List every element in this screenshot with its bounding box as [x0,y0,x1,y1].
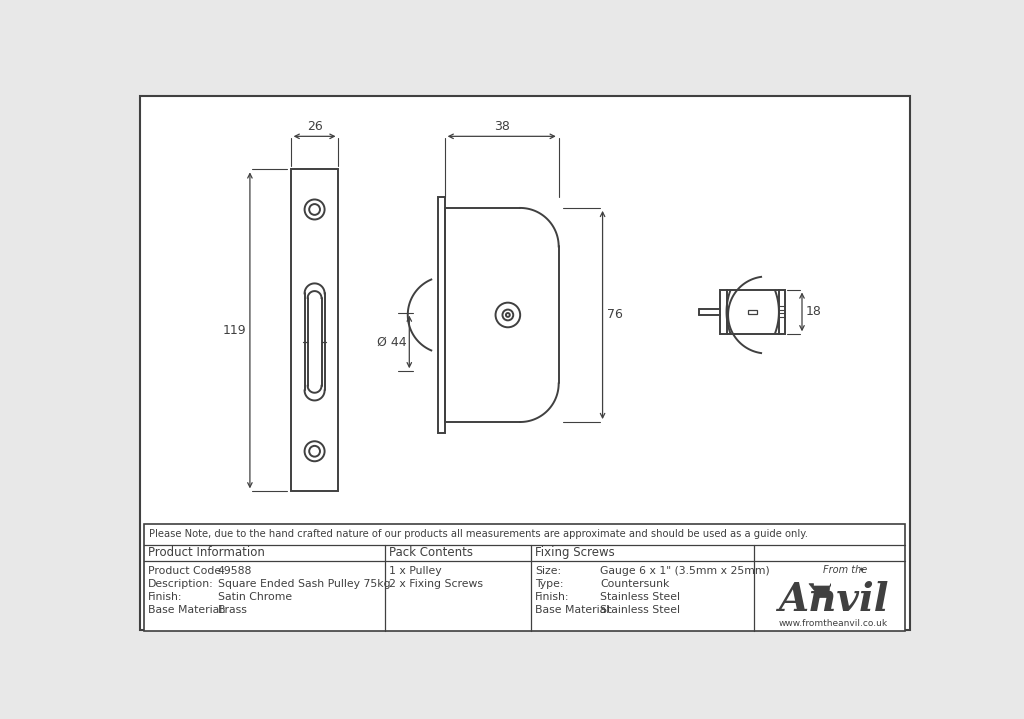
Text: Anvil: Anvil [778,581,889,619]
Bar [291,170,339,491]
Text: Fixing Screws: Fixing Screws [535,546,614,559]
Text: Product Code:: Product Code: [148,566,225,576]
Text: 26: 26 [307,120,323,133]
Text: Size:: Size: [535,566,561,576]
Bar [720,290,727,334]
Text: ✦: ✦ [859,567,865,573]
Bar [749,310,758,314]
Text: Square Ended Sash Pulley 75kg: Square Ended Sash Pulley 75kg [217,579,390,589]
Text: Countersunk: Countersunk [600,579,670,589]
Text: Stainless Steel: Stainless Steel [600,592,680,603]
Text: www.fromtheanvil.co.uk: www.fromtheanvil.co.uk [779,619,888,628]
Text: 76: 76 [607,308,623,321]
Text: Gauge 6 x 1" (3.5mm x 25mm): Gauge 6 x 1" (3.5mm x 25mm) [600,566,770,576]
Bar [438,197,444,433]
Text: Description:: Description: [148,579,214,589]
Text: 1 x Pulley: 1 x Pulley [388,566,441,576]
Text: Product Information: Product Information [148,546,265,559]
Text: Please Note, due to the hand crafted nature of our products all measurements are: Please Note, due to the hand crafted nat… [150,529,808,539]
Bar [779,290,785,334]
Text: 49588: 49588 [217,566,252,576]
Polygon shape [809,584,830,597]
Text: Satin Chrome: Satin Chrome [217,592,292,603]
Text: Base Material:: Base Material: [535,605,612,615]
Text: 2 x Fixing Screws: 2 x Fixing Screws [388,579,482,589]
Text: Base Material:: Base Material: [148,605,226,615]
Text: Type:: Type: [535,579,563,589]
Text: Finish:: Finish: [535,592,569,603]
Text: Pack Contents: Pack Contents [388,546,472,559]
Text: 38: 38 [494,120,510,133]
Text: Stainless Steel: Stainless Steel [600,605,680,615]
Text: 18: 18 [806,306,821,319]
Text: Brass: Brass [217,605,248,615]
Bar [144,523,905,631]
Text: From the: From the [823,565,867,574]
Text: Finish:: Finish: [148,592,182,603]
Text: 119: 119 [222,324,246,337]
Text: Ø 44: Ø 44 [378,336,407,349]
